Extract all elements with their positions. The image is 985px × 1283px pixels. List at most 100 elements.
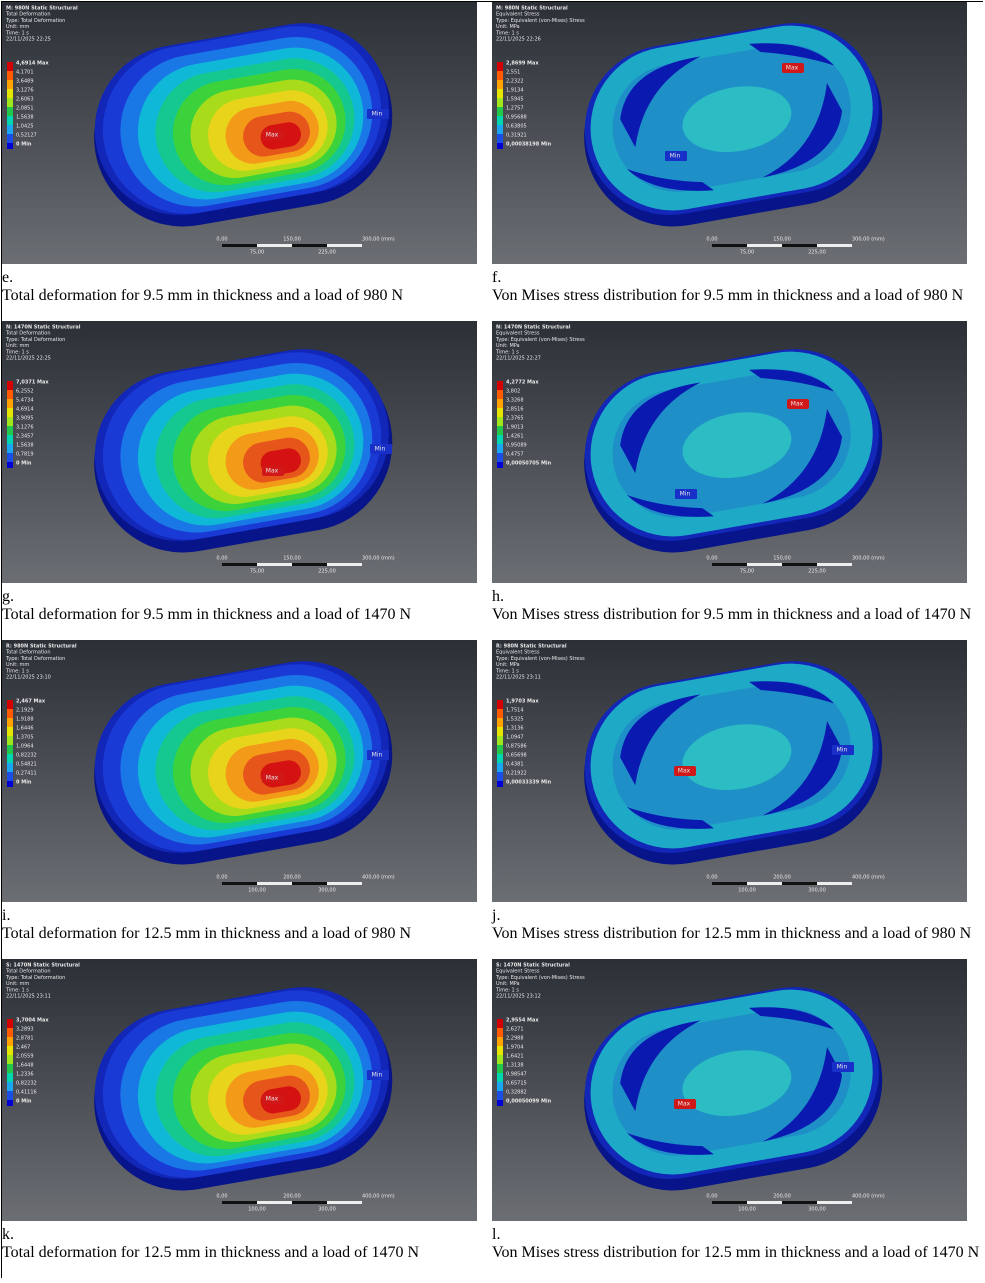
legend-swatch bbox=[7, 772, 13, 781]
scale-label: 150,00 bbox=[773, 237, 791, 243]
legend-swatch bbox=[7, 754, 13, 763]
header-line: Type: Equivalent (von-Mises) Stress bbox=[495, 656, 585, 662]
header-line: M: 980N Static Structural bbox=[6, 6, 78, 12]
low-stress-region bbox=[749, 1007, 835, 1030]
legend-label: 2,8516 bbox=[506, 407, 524, 413]
caption-letter: g. bbox=[2, 588, 14, 605]
legend-label: 0,00050705 Min bbox=[506, 461, 552, 467]
header-line: 22/11/2025 22:25 bbox=[6, 37, 51, 43]
legend-label: 0,00038198 Min bbox=[506, 142, 552, 148]
header-line: Unit: MPa bbox=[496, 981, 520, 987]
legend-swatch bbox=[7, 89, 13, 98]
scale-label: 75,00 bbox=[250, 250, 264, 256]
header-line: 22/11/2025 23:11 bbox=[6, 994, 51, 1000]
low-stress-region bbox=[762, 408, 843, 504]
legend-label: 2,6063 bbox=[16, 97, 34, 103]
caption-text: Total deformation for 9.5 mm in thicknes… bbox=[2, 606, 412, 623]
scale-bar bbox=[222, 1201, 257, 1204]
legend-label: 0,65715 bbox=[506, 1081, 527, 1087]
scale-bar bbox=[782, 882, 817, 885]
scale-label: 150,00 bbox=[283, 237, 301, 243]
header-line: Time: 1 s bbox=[495, 987, 519, 993]
scale-label: 150,00 bbox=[773, 556, 791, 562]
scale-bar bbox=[782, 563, 817, 566]
legend-label: 1,5638 bbox=[16, 115, 34, 121]
max-label: Max bbox=[266, 468, 279, 475]
figure-cell: Max Min N: 1470N Static Structural Total De… bbox=[2, 321, 492, 640]
legend-label: 0,4757 bbox=[506, 452, 524, 458]
caption-letter: e. bbox=[2, 269, 14, 286]
header-line: N: 1470N Static Structural bbox=[6, 325, 81, 331]
legend-label: 1,6421 bbox=[506, 1054, 524, 1060]
header-line: 22/11/2025 22:27 bbox=[496, 356, 541, 362]
scale-bar bbox=[712, 563, 747, 566]
legend-label: 1,9188 bbox=[16, 717, 34, 723]
legend-swatch bbox=[497, 763, 503, 772]
low-stress-region bbox=[620, 694, 701, 786]
header-line: 22/11/2025 22:25 bbox=[6, 356, 51, 362]
legend-label: 2,6271 bbox=[506, 1027, 524, 1033]
simulation-image: Max Min S: 1470N Static StructuralEquivale… bbox=[492, 959, 967, 1221]
legend-label: 1,0964 bbox=[16, 744, 34, 750]
legend-label: 0,98547 bbox=[506, 1072, 527, 1078]
scale-label: 0,00 bbox=[216, 237, 227, 243]
scale-bar bbox=[817, 563, 852, 566]
legend-swatch bbox=[7, 462, 13, 468]
min-label: Min bbox=[372, 1072, 383, 1079]
legend-swatch bbox=[7, 745, 13, 754]
legend-label: 1,0947 bbox=[506, 735, 524, 741]
caption: g. Total deformation for 9.5 mm in thickn… bbox=[2, 588, 492, 624]
scale-label: 100,00 bbox=[738, 1207, 756, 1213]
legend-label: 0 Min bbox=[16, 461, 32, 467]
scale-label: 0,00 bbox=[706, 875, 717, 881]
scale-label: 0,00 bbox=[706, 237, 717, 243]
legend-swatch bbox=[7, 700, 13, 709]
min-label: Min bbox=[372, 111, 383, 118]
legend-swatch bbox=[497, 1073, 503, 1082]
caption: l. Von Mises stress distribution for 12.5… bbox=[492, 1226, 982, 1262]
mid-stress-region bbox=[682, 86, 792, 153]
legend-label: 3,802 bbox=[506, 389, 520, 395]
legend-label: 2,3457 bbox=[16, 434, 34, 440]
low-stress-region bbox=[626, 168, 714, 191]
legend-swatch bbox=[497, 1037, 503, 1046]
min-tag bbox=[367, 1070, 389, 1080]
scale-bar bbox=[782, 244, 817, 247]
scale-label: 400,00 (mm) bbox=[852, 1194, 885, 1200]
legend-label: 1,4261 bbox=[506, 434, 524, 440]
legend-swatch bbox=[7, 435, 13, 444]
caption: e. Total deformation for 9.5 mm in thickn… bbox=[2, 269, 492, 305]
scale-bar bbox=[817, 882, 852, 885]
legend-swatch bbox=[7, 80, 13, 89]
scale-label: 75,00 bbox=[250, 569, 264, 575]
legend-label: 6,2552 bbox=[16, 389, 34, 395]
legend-label: 0,31921 bbox=[506, 133, 527, 139]
legend-label: 1,5638 bbox=[16, 443, 34, 449]
max-tag bbox=[262, 466, 284, 476]
scale-label: 200,00 bbox=[773, 1194, 791, 1200]
legend-swatch bbox=[497, 1046, 503, 1055]
header-line: Unit: mm bbox=[6, 981, 29, 987]
legend-swatch bbox=[497, 727, 503, 736]
min-label: Min bbox=[372, 752, 383, 759]
legend-label: 1,3138 bbox=[506, 1063, 524, 1069]
scale-bar bbox=[257, 563, 292, 566]
max-label: Max bbox=[266, 1096, 279, 1103]
legend-label: 0,82232 bbox=[16, 1081, 37, 1087]
scale-label: 0,00 bbox=[216, 1194, 227, 1200]
mid-stress-region bbox=[682, 1050, 792, 1117]
scale-bar bbox=[817, 244, 852, 247]
max-tag bbox=[674, 766, 696, 776]
legend-swatch bbox=[497, 745, 503, 754]
legend-label: 1,9013 bbox=[506, 425, 524, 431]
scale-label: 0,00 bbox=[216, 875, 227, 881]
scale-bar bbox=[222, 882, 257, 885]
legend-label: 2,2988 bbox=[506, 1036, 524, 1042]
scale-label: 300,00 bbox=[318, 1207, 336, 1213]
min-tag bbox=[665, 151, 687, 161]
header-line: 22/11/2025 23:10 bbox=[6, 675, 51, 681]
caption-text: Von Mises stress distribution for 9.5 mm… bbox=[492, 287, 964, 304]
legend-label: 4,1701 bbox=[16, 70, 34, 76]
